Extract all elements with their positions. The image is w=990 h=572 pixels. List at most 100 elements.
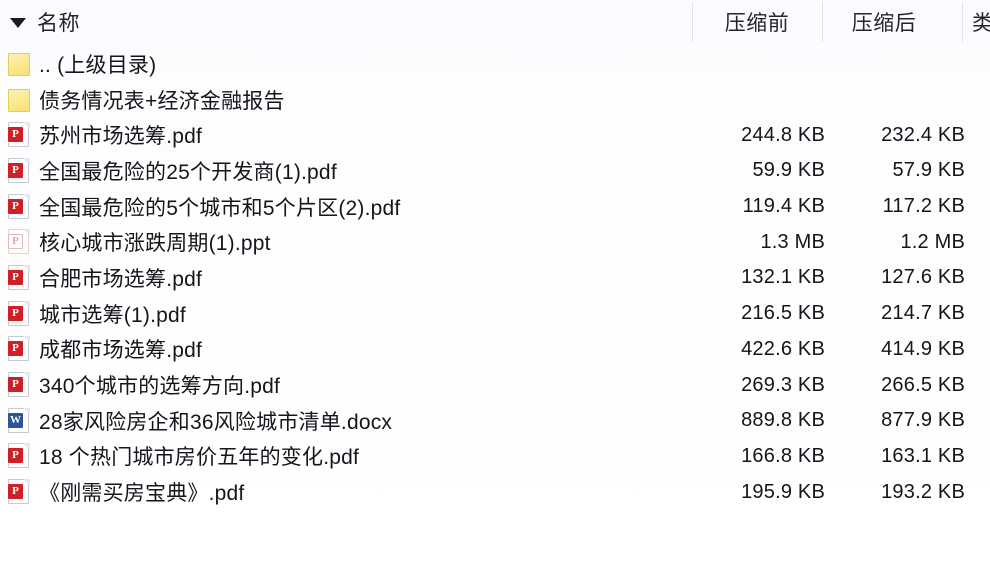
pdf-file-icon: P — [8, 264, 32, 291]
file-size-before: 195.9 KB — [741, 480, 825, 503]
column-header-size-before-label: 压缩前 — [724, 12, 790, 35]
file-name[interactable]: 核心城市涨跌周期(1).ppt — [39, 232, 271, 256]
table-row[interactable]: P 核心城市涨跌周期(1).ppt 1.3 MB 1.2 MB — [0, 224, 990, 260]
pdf-badge-letter: P — [8, 269, 23, 285]
file-name[interactable]: 合肥市场选筹.pdf — [39, 267, 203, 291]
pdf-file-icon: P — [8, 479, 32, 505]
table-row[interactable]: W 28家风险房企和36风险城市清单.docx 889.8 KB 877.9 KB — [0, 403, 990, 439]
pdf-badge-letter: P — [8, 377, 23, 393]
column-header-size-before[interactable]: 压缩前 — [698, 0, 816, 44]
column-header-row: 名称 压缩前 压缩后 类 — [0, 0, 990, 44]
file-size-after: 877.9 KB — [881, 409, 965, 432]
file-name[interactable]: 28家风险房企和36风险城市清单.docx — [39, 410, 393, 434]
pdf-glyph: P — [8, 193, 31, 220]
page-fold-shape — [23, 336, 30, 344]
file-size-before: 166.8 KB — [741, 444, 825, 467]
column-header-name-label: 名称 — [37, 12, 80, 35]
file-name[interactable]: 城市选筹(1).pdf — [39, 303, 186, 327]
file-size-after: 117.2 KB — [882, 195, 965, 218]
file-size-before: 422.6 KB — [741, 337, 825, 360]
page-fold-shape — [23, 407, 30, 415]
file-size-before: 59.9 KB — [752, 159, 825, 182]
page-fold-shape — [23, 157, 30, 165]
pdf-badge-letter: P — [8, 198, 23, 214]
table-row[interactable]: P 合肥市场选筹.pdf 132.1 KB 127.6 KB — [0, 260, 990, 296]
file-size-after: 232.4 KB — [881, 123, 965, 146]
docx-file-icon: W — [8, 407, 32, 434]
file-name[interactable]: 《刚需买房宝典》.pdf — [39, 482, 245, 506]
ppt-file-icon: P — [8, 229, 32, 255]
pdf-glyph: P — [8, 157, 31, 184]
pdf-badge-letter: P — [8, 305, 23, 321]
pdf-file-icon: P — [8, 122, 32, 148]
pdf-glyph: P — [8, 122, 31, 148]
file-size-after: 414.9 KB — [881, 337, 965, 360]
docx-badge-letter: W — [8, 412, 23, 428]
pdf-file-icon: P — [8, 193, 32, 220]
file-size-after: 193.2 KB — [881, 480, 965, 503]
page-fold-shape — [23, 122, 30, 130]
column-header-type[interactable]: 类 — [972, 0, 990, 44]
file-list: .. (上级目录) 债务情况表+经济金融报告 P 苏州市场选筹.pdf 244.8 KB… — [0, 44, 990, 510]
file-name[interactable]: 340个城市的选筹方向.pdf — [39, 375, 281, 399]
file-size-after — [775, 46, 965, 82]
pdf-badge-letter: P — [8, 341, 23, 357]
header-divider — [692, 2, 693, 42]
page-fold-shape — [23, 372, 30, 380]
ppt-glyph: P — [8, 229, 31, 255]
file-name[interactable]: 全国最危险的25个开发商(1).pdf — [39, 160, 337, 184]
pdf-glyph: P — [8, 479, 31, 505]
pdf-file-icon: P — [8, 300, 32, 327]
pdf-glyph: P — [8, 443, 31, 469]
pdf-badge-letter: P — [8, 448, 23, 464]
table-row[interactable]: P 全国最危险的25个开发商(1).pdf 59.9 KB 57.9 KB — [0, 153, 990, 189]
pdf-glyph: P — [8, 264, 31, 291]
header-divider — [822, 2, 823, 42]
file-name[interactable]: 苏州市场选筹.pdf — [39, 125, 203, 149]
column-header-size-after[interactable]: 压缩后 — [828, 0, 940, 44]
file-size-after: 163.1 KB — [881, 444, 965, 467]
pdf-glyph: P — [8, 372, 31, 398]
table-row[interactable]: P 全国最危险的5个城市和5个片区(2).pdf 119.4 KB 117.2 KB — [0, 189, 990, 225]
table-row[interactable]: P 城市选筹(1).pdf 216.5 KB 214.7 KB — [0, 296, 990, 332]
page-fold-shape — [23, 264, 30, 272]
pdf-badge-letter: P — [8, 162, 23, 178]
pdf-file-icon: P — [8, 443, 32, 469]
table-row[interactable]: P 成都市场选筹.pdf 422.6 KB 414.9 KB — [0, 332, 990, 368]
page-fold-shape — [23, 479, 30, 487]
file-name[interactable]: 成都市场选筹.pdf — [39, 339, 203, 363]
pdf-badge-letter: P — [8, 127, 23, 143]
file-size-before: 244.8 KB — [741, 123, 825, 146]
table-row[interactable]: P 18 个热门城市房价五年的变化.pdf 166.8 KB 163.1 KB — [0, 439, 990, 475]
folder-glyph — [8, 52, 30, 76]
page-fold-shape — [23, 443, 30, 451]
file-name[interactable]: .. (上级目录) — [39, 53, 157, 77]
ppt-badge-letter: P — [8, 234, 23, 250]
file-name[interactable]: 债务情况表+经济金融报告 — [39, 89, 285, 113]
file-name[interactable]: 全国最危险的5个城市和5个片区(2).pdf — [39, 196, 401, 220]
table-row[interactable]: P 340个城市的选筹方向.pdf 269.3 KB 266.5 KB — [0, 367, 990, 403]
pdf-glyph: P — [8, 336, 31, 362]
pdf-file-icon: P — [8, 336, 32, 362]
file-size-after: 214.7 KB — [881, 302, 965, 325]
page-fold-shape — [23, 229, 30, 237]
table-row[interactable]: 债务情况表+经济金融报告 — [0, 82, 990, 118]
page-fold-shape — [23, 193, 30, 201]
table-row[interactable]: P 《刚需买房宝典》.pdf 195.9 KB 193.2 KB — [0, 474, 990, 510]
sort-descending-icon — [10, 18, 26, 28]
pdf-badge-letter: P — [8, 484, 23, 500]
table-row[interactable]: .. (上级目录) — [0, 46, 990, 82]
file-size-before: 1.3 MB — [760, 230, 825, 253]
file-name[interactable]: 18 个热门城市房价五年的变化.pdf — [39, 446, 360, 470]
table-row[interactable]: P 苏州市场选筹.pdf 244.8 KB 232.4 KB — [0, 117, 990, 153]
folder-icon — [8, 51, 32, 77]
docx-glyph: W — [8, 407, 31, 434]
file-size-before: 119.4 KB — [742, 195, 825, 218]
file-size-before: 889.8 KB — [741, 409, 825, 432]
pdf-file-icon: P — [8, 372, 32, 398]
file-size-after: 57.9 KB — [892, 159, 965, 182]
column-header-name[interactable]: 名称 — [10, 0, 80, 44]
column-header-type-label: 类 — [972, 12, 990, 35]
pdf-file-icon: P — [8, 157, 32, 184]
